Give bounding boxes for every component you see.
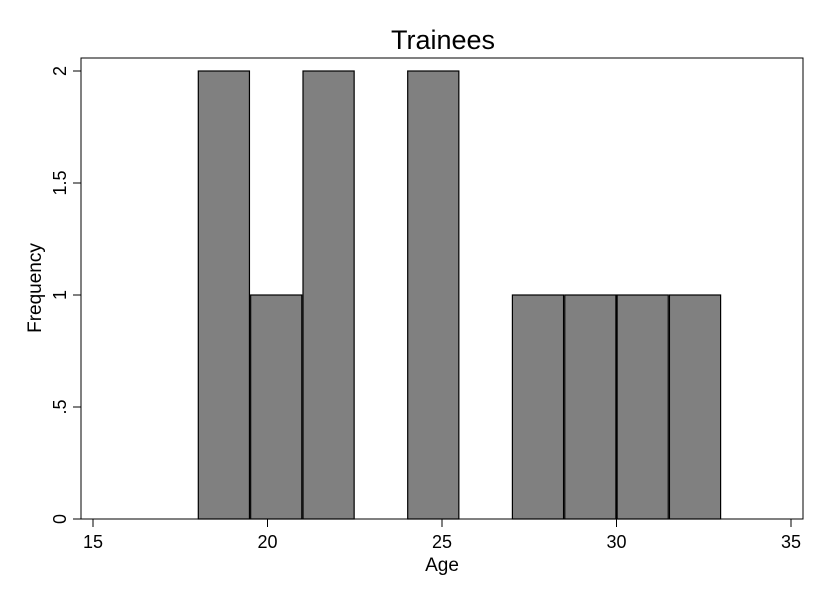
y-tick-label: 1: [50, 290, 70, 300]
y-tick-label: 0: [50, 514, 70, 524]
x-tick-label: 30: [606, 532, 626, 552]
x-tick-label: 15: [83, 532, 103, 552]
y-tick-label: 2: [50, 66, 70, 76]
chart-title: Trainees: [391, 25, 495, 55]
histogram-bar: [616, 294, 669, 520]
y-axis-label: Frequency: [25, 243, 46, 333]
x-tick-label: 35: [781, 532, 801, 552]
x-tick-label: 25: [432, 532, 452, 552]
y-tick-label: 1.5: [50, 170, 70, 195]
histogram-bar: [564, 294, 617, 520]
bars-group: [197, 70, 722, 520]
y-tick-label: .5: [50, 399, 70, 414]
x-axis-label: Age: [425, 555, 459, 576]
histogram-bar: [407, 70, 460, 520]
histogram-bar: [668, 294, 722, 520]
histogram-bar: [250, 294, 303, 520]
x-tick-label: 20: [257, 532, 277, 552]
histogram-bar: [197, 70, 251, 520]
y-axis: 0 .5 1 1.5 2: [50, 66, 81, 524]
histogram-bar: [302, 70, 355, 520]
x-axis: 15 20 25 30 35: [83, 519, 801, 552]
histogram-bar: [511, 294, 565, 520]
